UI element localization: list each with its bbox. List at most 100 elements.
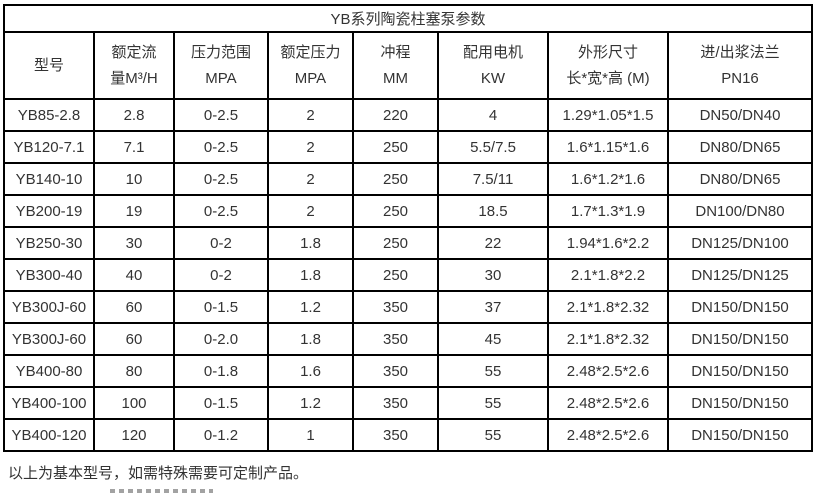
table-row: YB140-10 10 0-2.5 2 250 7.5/11 1.6*1.2*1.6 DN80… — [3, 162, 814, 196]
column-header-line1: 额定压力 — [280, 43, 341, 61]
table-cell: YB400-100 — [3, 386, 95, 420]
table-cell: 100 — [93, 386, 175, 420]
table-cell: 2 — [267, 194, 354, 228]
table-cell: 0-2.5 — [173, 98, 269, 132]
table-cell: 250 — [352, 130, 439, 164]
column-header: 外形尺寸 长*宽*高 (M) — [547, 31, 669, 100]
table-cell: 1 — [267, 418, 354, 452]
column-header-line2: 长*宽*高 (M) — [566, 69, 650, 87]
table-cell: DN150/DN150 — [666, 290, 814, 324]
table-row: YB300J-60 60 0-2.0 1.8 350 45 2.1*1.8*2.32 DN15… — [3, 322, 814, 356]
table-cell: DN150/DN150 — [666, 418, 814, 452]
table-cell: DN80/DN65 — [666, 130, 814, 164]
table-cell: 4 — [437, 98, 549, 132]
table-cell: DN150/DN150 — [666, 322, 814, 356]
table-cell: DN125/DN100 — [666, 226, 814, 260]
table-cell: 1.6*1.15*1.6 — [547, 130, 669, 164]
column-header-line1: 冲程 — [380, 43, 411, 61]
table-row: YB200-19 19 0-2.5 2 250 18.5 1.7*1.3*1.9 DN100/… — [3, 194, 814, 228]
column-header: 额定流 量M³/H — [93, 31, 175, 100]
table-cell: 10 — [93, 162, 175, 196]
table-row: YB250-30 30 0-2 1.8 250 22 1.94*1.6*2.2 DN125/D… — [3, 226, 814, 260]
clipped-text-fragment — [110, 489, 213, 493]
table-cell: 2.1*1.8*2.2 — [547, 258, 669, 292]
table-cell: 0-2.5 — [173, 130, 269, 164]
table-cell: 2.48*2.5*2.6 — [547, 386, 669, 420]
table-cell: 1.8 — [267, 258, 354, 292]
table-row: YB400-120 120 0-1.2 1 350 55 2.48*2.5*2.6 DN150… — [3, 418, 814, 452]
table-cell: DN50/DN40 — [666, 98, 814, 132]
table-cell: 250 — [352, 162, 439, 196]
table-cell: 2 — [267, 130, 354, 164]
table-cell: 7.1 — [93, 130, 175, 164]
table-cell: 55 — [437, 354, 549, 388]
table-cell: 60 — [93, 322, 175, 356]
footer-note: 以上为基本型号，如需特殊需要可定制产品。 — [8, 465, 309, 482]
table-cell: 350 — [352, 386, 439, 420]
table-cell: 0-1.8 — [173, 354, 269, 388]
table-cell: YB85-2.8 — [3, 98, 95, 132]
table-cell: 55 — [437, 418, 549, 452]
table-cell: 5.5/7.5 — [437, 130, 549, 164]
table-cell: 60 — [93, 290, 175, 324]
table-row: YB85-2.8 2.8 0-2.5 2 220 4 1.29*1.05*1.5 DN50/D… — [3, 98, 814, 132]
table-cell: 55 — [437, 386, 549, 420]
table-cell: 350 — [352, 290, 439, 324]
column-header: 额定压力 MPA — [267, 31, 354, 100]
table-cell: 1.29*1.05*1.5 — [547, 98, 669, 132]
table-cell: 40 — [93, 258, 175, 292]
table-cell: 30 — [437, 258, 549, 292]
table-row: YB120-7.1 7.1 0-2.5 2 250 5.5/7.5 1.6*1.15*1.6… — [3, 130, 814, 164]
table-cell: 80 — [93, 354, 175, 388]
table-header-row: 型号 额定流 量M³/H 压力范围 MPA 额定压力 MPA 冲程 MM 配用电机 KW 外形尺寸 长*… — [3, 31, 814, 100]
column-header: 压力范围 MPA — [173, 31, 269, 100]
column-header-line2: PN16 — [721, 69, 759, 87]
table-cell: 120 — [93, 418, 175, 452]
table-cell: YB400-80 — [3, 354, 95, 388]
table-row: YB400-80 80 0-1.8 1.6 350 55 2.48*2.5*2.6 DN150… — [3, 354, 814, 388]
table-cell: 2.1*1.8*2.32 — [547, 290, 669, 324]
table-row: YB300J-60 60 0-1.5 1.2 350 37 2.1*1.8*2.32 DN15… — [3, 290, 814, 324]
table-cell: 2 — [267, 98, 354, 132]
table-cell: 250 — [352, 194, 439, 228]
table-cell: 1.6*1.2*1.6 — [547, 162, 669, 196]
table-cell: YB250-30 — [3, 226, 95, 260]
table-cell: YB400-120 — [3, 418, 95, 452]
table-cell: 22 — [437, 226, 549, 260]
table-cell: 2.8 — [93, 98, 175, 132]
table-cell: YB140-10 — [3, 162, 95, 196]
table-cell: 45 — [437, 322, 549, 356]
table-cell: YB120-7.1 — [3, 130, 95, 164]
table-row: YB300-40 40 0-2 1.8 250 30 2.1*1.8*2.2 DN125/DN… — [3, 258, 814, 292]
table-cell: 350 — [352, 418, 439, 452]
column-header-line2: MM — [383, 69, 408, 87]
table-cell: 2.48*2.5*2.6 — [547, 418, 669, 452]
table-cell: 250 — [352, 258, 439, 292]
table-cell: DN150/DN150 — [666, 386, 814, 420]
table-cell: DN150/DN150 — [666, 354, 814, 388]
table-cell: 2.48*2.5*2.6 — [547, 354, 669, 388]
table-cell: 30 — [93, 226, 175, 260]
column-header-line1: 配用电机 — [462, 43, 523, 61]
table-cell: DN125/DN125 — [666, 258, 814, 292]
table-cell: 37 — [437, 290, 549, 324]
column-header: 型号 — [3, 31, 95, 100]
table-cell: 1.6 — [267, 354, 354, 388]
column-header: 进/出浆法兰 PN16 — [666, 31, 814, 100]
column-header-line1: 进/出浆法兰 — [700, 43, 780, 61]
table-title-row: YB系列陶瓷柱塞泵参数 — [2, 4, 814, 33]
table-cell: YB300J-60 — [3, 322, 95, 356]
table-cell: 250 — [352, 226, 439, 260]
column-header-line1: 压力范围 — [190, 43, 251, 61]
table-cell: YB300-40 — [3, 258, 95, 292]
table-cell: 0-2 — [173, 258, 269, 292]
table-cell: 1.2 — [267, 386, 354, 420]
table-cell: 0-1.2 — [173, 418, 269, 452]
table-cell: 0-1.5 — [173, 290, 269, 324]
table-cell: 2 — [267, 162, 354, 196]
table-cell: 0-2 — [173, 226, 269, 260]
table-cell: 1.8 — [267, 322, 354, 356]
table-cell: 2.1*1.8*2.32 — [547, 322, 669, 356]
table-cell: 0-1.5 — [173, 386, 269, 420]
table-title: YB系列陶瓷柱塞泵参数 — [2, 4, 814, 33]
